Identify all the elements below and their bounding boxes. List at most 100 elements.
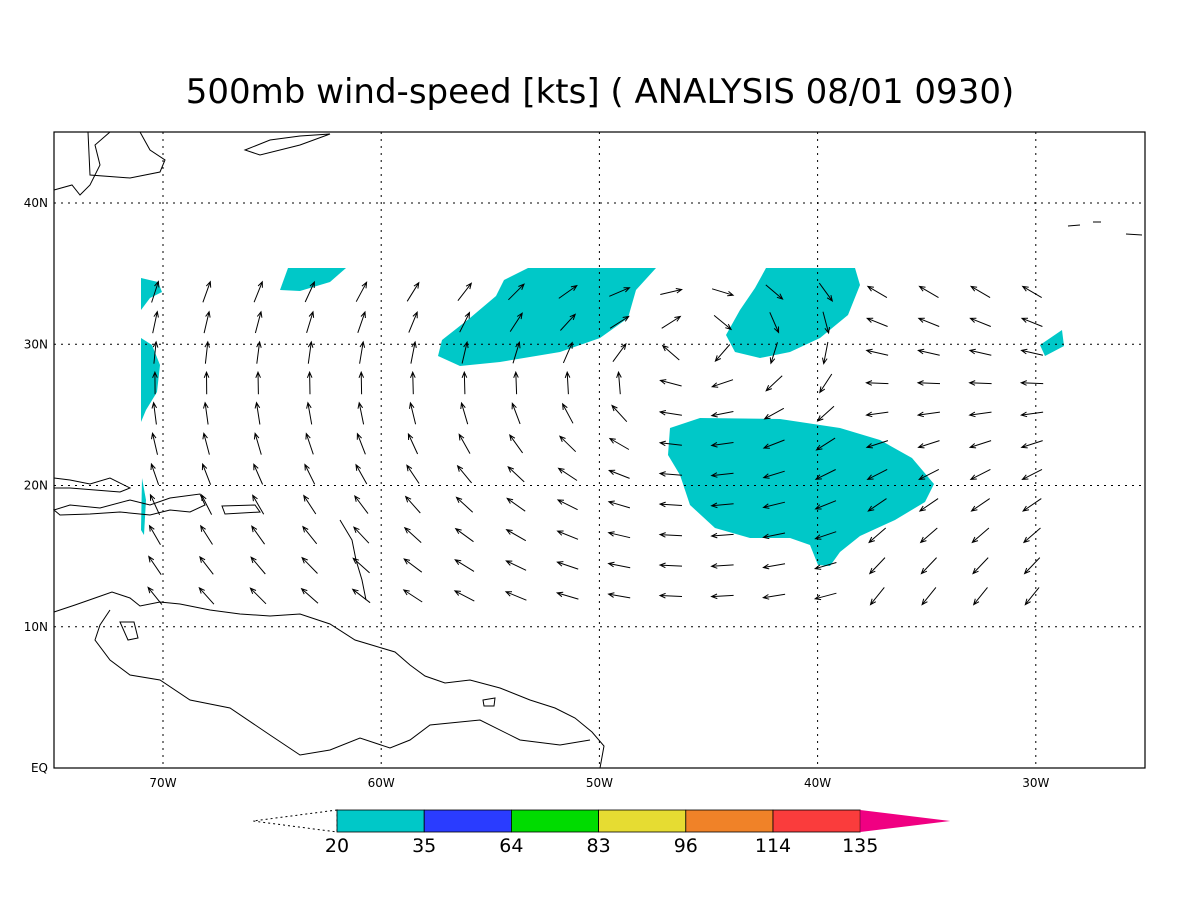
wind-arrow bbox=[459, 311, 471, 333]
wind-arrow bbox=[453, 590, 475, 602]
wind-arrow bbox=[355, 463, 368, 485]
colorbar-segment bbox=[685, 809, 774, 833]
wind-arrow bbox=[710, 472, 734, 478]
colorbar-label: 114 bbox=[755, 835, 791, 857]
wind-arrow bbox=[306, 401, 313, 425]
wind-arrow bbox=[562, 341, 573, 364]
wind-arrow bbox=[513, 370, 519, 395]
wind-arrow bbox=[1020, 411, 1044, 418]
wind-arrow bbox=[305, 432, 314, 455]
wind-arrow bbox=[356, 432, 366, 455]
coastline bbox=[87, 131, 166, 179]
wind-arrow bbox=[505, 560, 527, 571]
wind-arrow bbox=[1021, 468, 1043, 480]
colorbar-segment bbox=[336, 809, 425, 833]
wind-arrow bbox=[150, 462, 160, 485]
wind-arrow bbox=[201, 493, 213, 515]
colorbar-segment bbox=[598, 809, 687, 833]
wind-arrow bbox=[972, 557, 989, 575]
wind-arrow bbox=[607, 500, 631, 509]
wind-arrow bbox=[968, 348, 992, 356]
wind-arrow bbox=[710, 379, 734, 388]
wind-arrow bbox=[152, 310, 159, 334]
wind-arrow bbox=[710, 563, 734, 569]
wind-arrow bbox=[564, 370, 571, 395]
wind-arrow bbox=[199, 555, 214, 575]
map-frame bbox=[53, 131, 1146, 769]
wind-arrow bbox=[509, 312, 523, 332]
wind-arrow bbox=[612, 342, 627, 362]
wind-arrow bbox=[353, 526, 370, 544]
wind-arrow bbox=[970, 498, 990, 512]
wind-arrow bbox=[765, 284, 784, 300]
wind-arrow bbox=[658, 440, 682, 447]
wind-arrow bbox=[302, 525, 318, 545]
wind-arrow bbox=[455, 496, 474, 513]
colorbar-segment bbox=[510, 809, 599, 833]
wind-arrow bbox=[354, 494, 369, 514]
wind-arrow bbox=[865, 440, 889, 449]
wind-arrow bbox=[822, 341, 829, 365]
coastline bbox=[53, 477, 132, 493]
wind-arrow bbox=[916, 380, 941, 386]
wind-arrow bbox=[556, 499, 578, 511]
colorbar-low-end bbox=[252, 809, 338, 833]
wind-arrow bbox=[461, 370, 468, 395]
wind-arrow bbox=[148, 524, 161, 545]
wind-arrow bbox=[507, 466, 525, 483]
wind-arrow bbox=[202, 432, 210, 455]
shaded-area bbox=[280, 268, 346, 291]
wind-arrow bbox=[608, 437, 630, 450]
wind-arrow bbox=[920, 557, 937, 575]
wind-arrow bbox=[658, 532, 683, 538]
lat-label: 10N bbox=[24, 620, 48, 634]
wind-arrow bbox=[410, 340, 417, 364]
wind-arrow bbox=[148, 555, 162, 575]
wind-arrow bbox=[658, 592, 683, 599]
wind-arrow bbox=[769, 312, 780, 334]
grid bbox=[54, 132, 1145, 768]
colorbar-high-end bbox=[860, 810, 951, 832]
wind-arrow bbox=[763, 407, 785, 420]
lat-label: 20N bbox=[24, 479, 48, 493]
wind-arrow bbox=[968, 411, 992, 418]
wind-arrow bbox=[916, 411, 940, 418]
wind-arrow bbox=[616, 370, 622, 395]
wind-arrow bbox=[505, 529, 527, 542]
wind-arrow bbox=[917, 440, 940, 449]
wind-arrow bbox=[454, 559, 475, 572]
wind-arrow bbox=[713, 315, 733, 331]
wind-arrow bbox=[152, 340, 159, 364]
lon-label: 30W bbox=[1022, 776, 1049, 790]
wind-arrow bbox=[252, 494, 265, 515]
colorbar-label: 96 bbox=[674, 835, 698, 857]
coastline bbox=[243, 133, 331, 156]
coastline bbox=[482, 697, 496, 707]
wind-arrow bbox=[410, 370, 416, 395]
wind-arrow bbox=[406, 281, 420, 302]
wind-arrow bbox=[814, 469, 836, 480]
wind-arrow bbox=[658, 501, 683, 508]
lon-label: 60W bbox=[368, 776, 395, 790]
colorbar-label: 35 bbox=[412, 835, 436, 857]
colorbar-segment bbox=[423, 809, 512, 833]
wind-arrow bbox=[969, 468, 991, 480]
wind-arrow bbox=[202, 280, 212, 303]
coastline bbox=[119, 621, 139, 641]
wind-arrow bbox=[661, 315, 682, 329]
lon-label: 70W bbox=[149, 776, 176, 790]
wind-arrow bbox=[658, 410, 682, 416]
wind-arrow bbox=[151, 432, 158, 455]
wind-arrow bbox=[357, 401, 365, 425]
wind-arrow bbox=[198, 586, 215, 605]
wind-arrow bbox=[1019, 380, 1044, 386]
wind-arrow bbox=[152, 370, 158, 395]
wind-arrow bbox=[918, 498, 939, 512]
wind-arrow bbox=[409, 401, 417, 425]
wind-arrow bbox=[865, 348, 889, 356]
wind-arrow bbox=[611, 404, 628, 423]
colorbar-label: 135 bbox=[842, 835, 878, 857]
lat-label: 30N bbox=[24, 337, 48, 351]
